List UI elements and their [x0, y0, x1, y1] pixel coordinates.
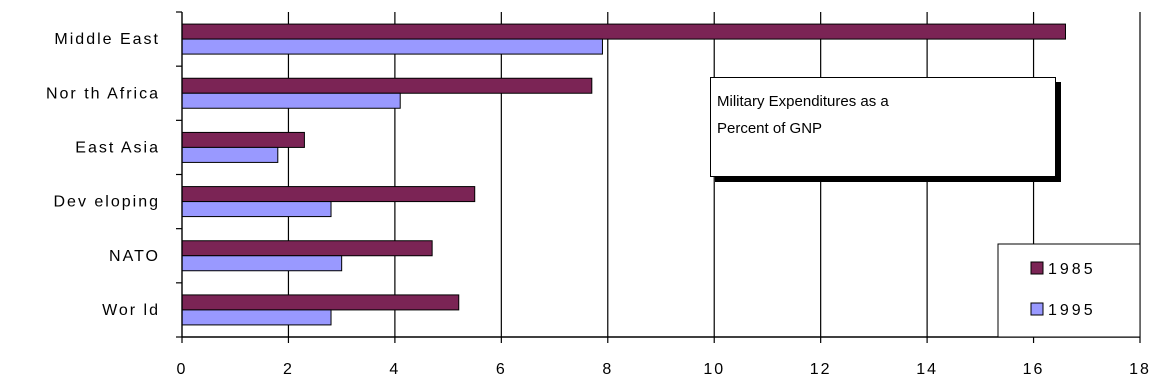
bar-1985-middle-east — [181, 23, 1066, 40]
category-label-north-africa: Nor th Africa — [46, 85, 160, 102]
x-tick-label-10: 10 — [703, 361, 725, 378]
x-tick-label-16: 16 — [1023, 361, 1045, 378]
x-tick-label-4: 4 — [389, 361, 400, 378]
bar-1995-world — [181, 309, 332, 326]
x-tick-label-8: 8 — [602, 361, 613, 378]
chart-title-box: Military Expenditures as a Percent of GN… — [710, 77, 1056, 177]
legend-swatch-1995 — [1030, 302, 1044, 316]
bar-1985-north-africa — [181, 77, 593, 94]
x-tick-label-2: 2 — [283, 361, 294, 378]
chart-title-line-2: Percent of GNP — [717, 120, 823, 137]
legend: 1985 1995 — [997, 243, 1141, 338]
legend-label-1995: 1995 — [1048, 302, 1096, 319]
chart-title-line-1: Military Expenditures as a — [717, 93, 889, 110]
bar-1985-world — [181, 294, 460, 311]
bar-1985-developing — [181, 186, 476, 203]
x-tick-label-18: 18 — [1129, 361, 1151, 378]
legend-label-1985: 1985 — [1048, 261, 1096, 278]
category-label-nato: NATO — [109, 248, 160, 265]
category-labels: Middle East Nor th Africa East Asia Dev elo… — [46, 31, 161, 319]
x-tick-label-6: 6 — [496, 361, 507, 378]
x-tick-label-14: 14 — [916, 361, 938, 378]
category-label-developing: Dev eloping — [54, 194, 161, 211]
bar-1995-nato — [181, 255, 343, 272]
x-tick-label-0: 0 — [177, 361, 188, 378]
category-label-world: Wor ld — [102, 302, 160, 319]
bar-1995-developing — [181, 201, 332, 218]
bar-1985-east-asia — [181, 131, 305, 148]
axes — [176, 11, 1141, 343]
x-tick-label-12: 12 — [810, 361, 832, 378]
legend-swatch-1985 — [1030, 261, 1044, 275]
bar-1985-nato — [181, 240, 433, 257]
bar-1995-north-africa — [181, 92, 401, 109]
x-tick-labels: 0 2 4 6 8 10 12 14 16 18 — [177, 361, 1151, 378]
category-label-middle-east: Middle East — [54, 31, 160, 48]
legend-box — [997, 243, 1141, 338]
category-label-east-asia: East Asia — [75, 139, 160, 156]
bar-1995-middle-east — [181, 38, 603, 55]
bar-1995-east-asia — [181, 146, 279, 163]
